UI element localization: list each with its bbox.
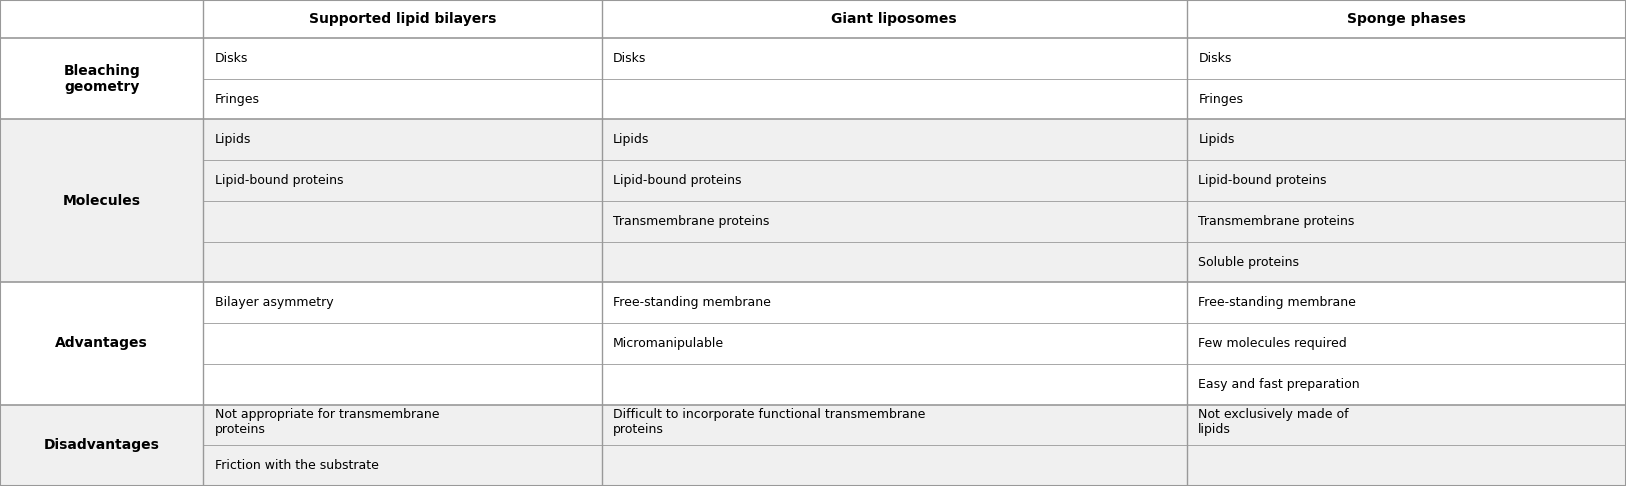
Text: Micromanipulable: Micromanipulable bbox=[613, 337, 724, 350]
Text: Sponge phases: Sponge phases bbox=[1346, 12, 1467, 26]
Text: Disadvantages: Disadvantages bbox=[44, 438, 159, 452]
Text: Lipids: Lipids bbox=[215, 133, 250, 146]
Text: Disks: Disks bbox=[613, 52, 647, 65]
Text: Free-standing membrane: Free-standing membrane bbox=[613, 296, 771, 309]
Bar bbox=[0, 282, 1626, 404]
Text: Disks: Disks bbox=[1198, 52, 1233, 65]
Text: Fringes: Fringes bbox=[215, 93, 260, 105]
Text: Difficult to incorporate functional transmembrane
proteins: Difficult to incorporate functional tran… bbox=[613, 408, 925, 436]
Text: Few molecules required: Few molecules required bbox=[1198, 337, 1346, 350]
Text: Lipids: Lipids bbox=[1198, 133, 1234, 146]
Text: Giant liposomes: Giant liposomes bbox=[831, 12, 958, 26]
Bar bbox=[0, 0, 1626, 38]
Bar bbox=[0, 404, 1626, 486]
Text: Friction with the substrate: Friction with the substrate bbox=[215, 459, 379, 472]
Text: Bleaching
geometry: Bleaching geometry bbox=[63, 64, 140, 94]
Text: Lipid-bound proteins: Lipid-bound proteins bbox=[215, 174, 343, 187]
Bar bbox=[0, 38, 1626, 120]
Text: Transmembrane proteins: Transmembrane proteins bbox=[1198, 215, 1354, 228]
Text: Fringes: Fringes bbox=[1198, 93, 1244, 105]
Text: Soluble proteins: Soluble proteins bbox=[1198, 256, 1299, 268]
Text: Advantages: Advantages bbox=[55, 336, 148, 350]
Text: Disks: Disks bbox=[215, 52, 249, 65]
Text: Lipid-bound proteins: Lipid-bound proteins bbox=[613, 174, 741, 187]
Text: Not exclusively made of
lipids: Not exclusively made of lipids bbox=[1198, 408, 1350, 436]
Text: Molecules: Molecules bbox=[63, 194, 140, 208]
Text: Transmembrane proteins: Transmembrane proteins bbox=[613, 215, 769, 228]
Text: Bilayer asymmetry: Bilayer asymmetry bbox=[215, 296, 333, 309]
Text: Easy and fast preparation: Easy and fast preparation bbox=[1198, 378, 1359, 391]
Text: Supported lipid bilayers: Supported lipid bilayers bbox=[309, 12, 496, 26]
Bar bbox=[0, 120, 1626, 282]
Text: Not appropriate for transmembrane
proteins: Not appropriate for transmembrane protei… bbox=[215, 408, 439, 436]
Text: Lipids: Lipids bbox=[613, 133, 649, 146]
Text: Free-standing membrane: Free-standing membrane bbox=[1198, 296, 1356, 309]
Text: Lipid-bound proteins: Lipid-bound proteins bbox=[1198, 174, 1327, 187]
